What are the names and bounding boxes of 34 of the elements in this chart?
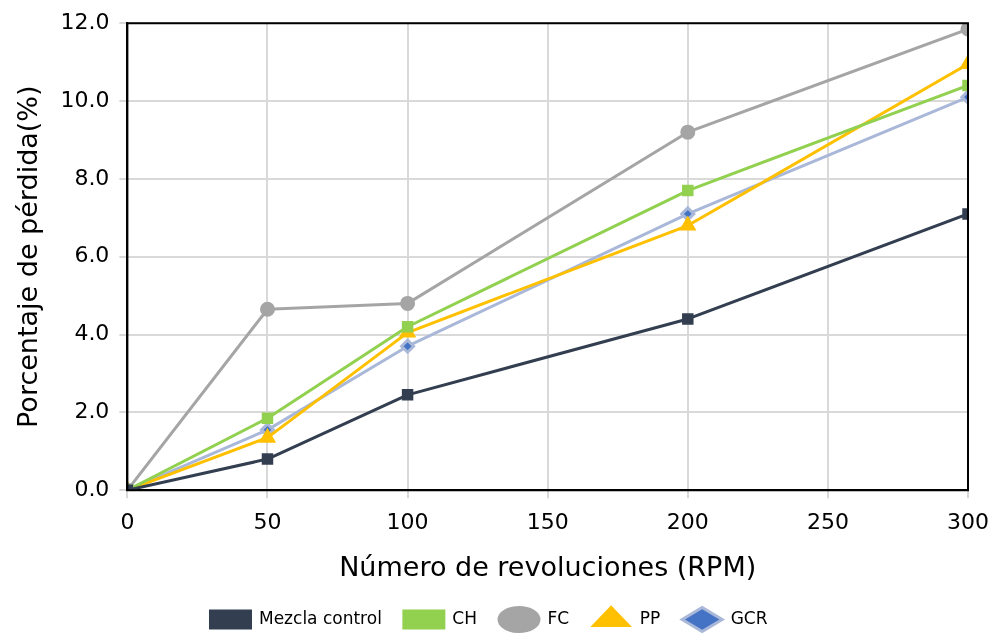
y-tick-label: 6.0 bbox=[74, 242, 110, 268]
y-tick-label: 8.0 bbox=[74, 164, 110, 190]
x-axis-title: Número de revoluciones (RPM) bbox=[339, 550, 757, 582]
point bbox=[261, 412, 274, 424]
y-tick-label: 2.0 bbox=[74, 398, 110, 424]
point bbox=[680, 217, 696, 231]
point bbox=[259, 429, 276, 443]
x-tick-label: 0 bbox=[120, 509, 135, 535]
y-tick-label: 12.0 bbox=[60, 8, 110, 34]
x-tick-label: 250 bbox=[806, 509, 849, 535]
legend-label: PP bbox=[639, 607, 661, 628]
legend-label: GCR bbox=[730, 607, 768, 628]
point bbox=[400, 338, 416, 354]
point bbox=[400, 295, 416, 311]
x-tick-label: 150 bbox=[526, 509, 569, 535]
legend-label: CH bbox=[452, 607, 478, 628]
y-tick-label: 10.0 bbox=[60, 86, 110, 112]
point bbox=[682, 313, 694, 325]
point bbox=[680, 124, 696, 140]
x-tick-label: 300 bbox=[947, 509, 989, 535]
y-tick-label: 4.0 bbox=[74, 320, 110, 346]
y-tick-label: 0.0 bbox=[74, 475, 110, 501]
legend-label: Mezcla control bbox=[258, 607, 382, 628]
point bbox=[401, 321, 414, 333]
point bbox=[401, 389, 414, 401]
y-axis-title: Porcentaje de pérdida(%) bbox=[12, 85, 44, 428]
x-tick-label: 50 bbox=[253, 509, 282, 535]
point bbox=[680, 206, 696, 222]
point bbox=[259, 301, 275, 317]
x-tick-label: 200 bbox=[666, 509, 709, 535]
legend-label: FC bbox=[547, 607, 570, 628]
x-tick-label: 100 bbox=[386, 509, 429, 535]
point bbox=[682, 184, 694, 197]
point bbox=[261, 453, 274, 465]
